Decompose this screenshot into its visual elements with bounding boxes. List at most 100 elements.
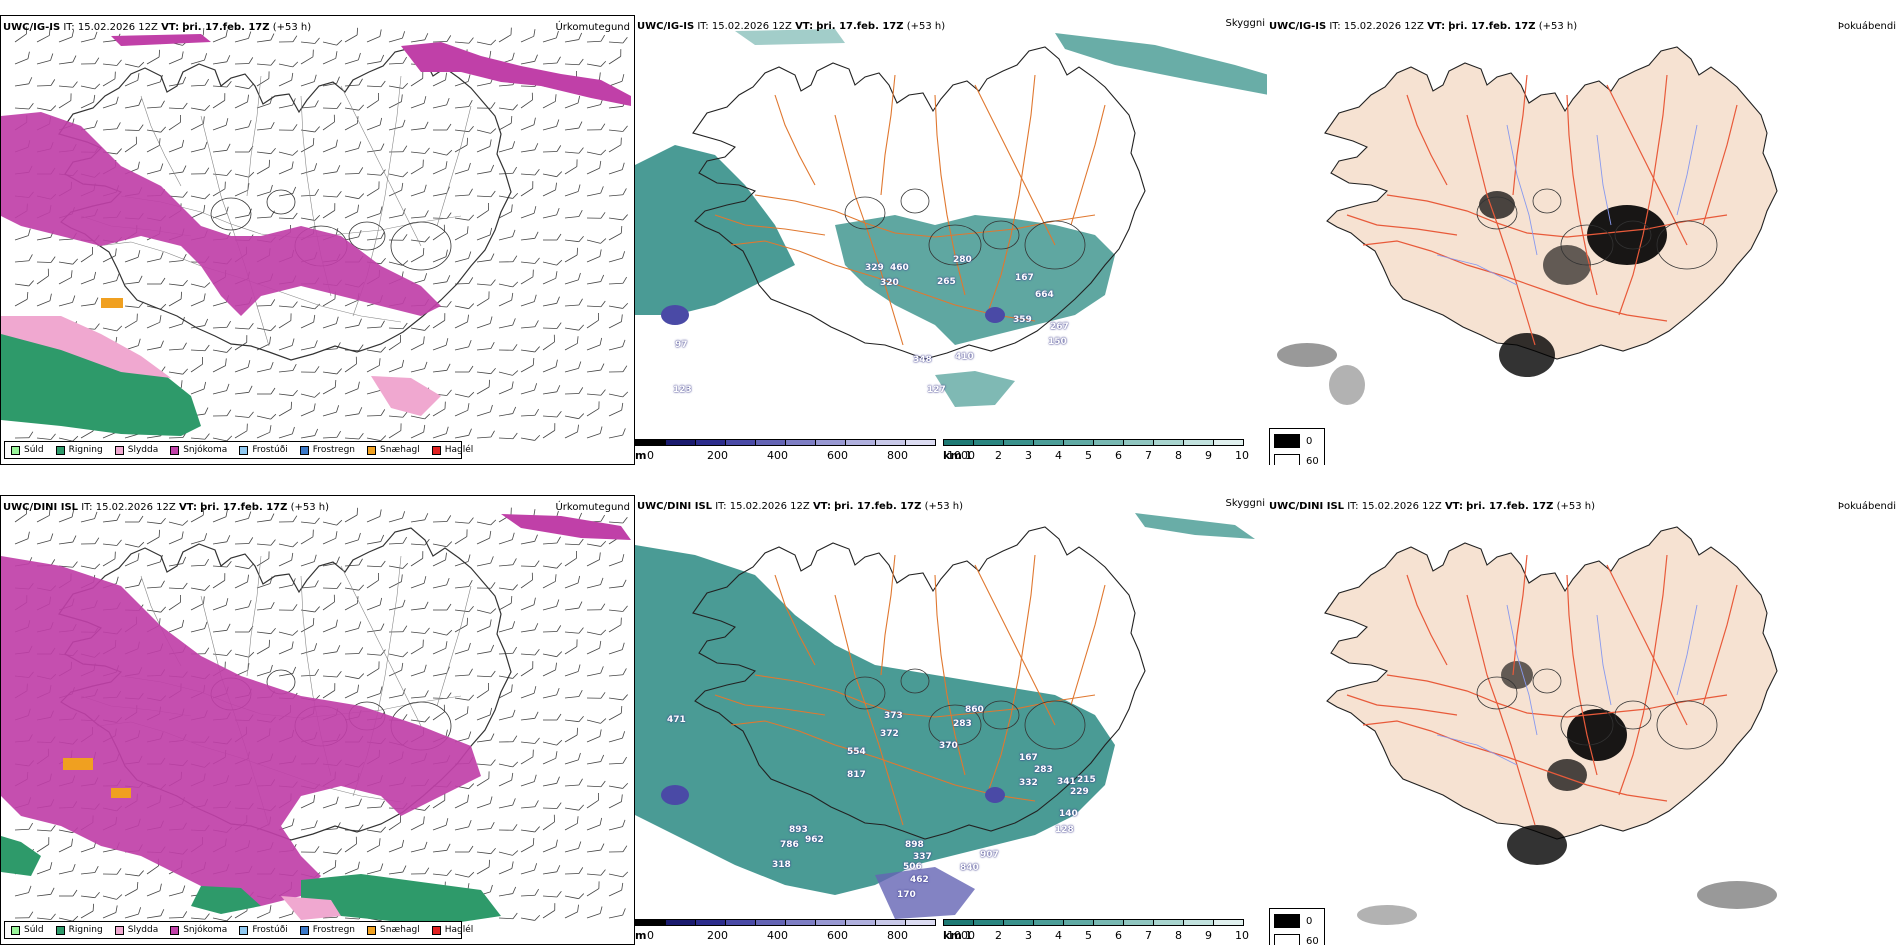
scale-tick-label: 5	[1085, 929, 1092, 942]
wind-barb	[410, 413, 431, 420]
wind-barb	[80, 865, 99, 875]
low-ceiling-area	[985, 787, 1005, 803]
scale-segment	[695, 439, 726, 446]
wind-barb	[234, 385, 253, 395]
wind-barb	[476, 619, 492, 633]
wind-barb	[212, 573, 226, 589]
wind-barb	[256, 627, 276, 635]
wind-barb	[256, 425, 272, 439]
wind-barb	[322, 796, 339, 809]
ceiling-value-label: 280	[953, 255, 972, 265]
wind-barb	[586, 389, 606, 396]
wind-barb	[234, 171, 255, 178]
wind-barb	[256, 299, 276, 307]
wind-barb	[168, 114, 182, 131]
panel-right-title: Þokuábendi	[1837, 21, 1896, 32]
wind-barb	[410, 424, 426, 439]
wind-barb	[344, 558, 363, 567]
ceiling-value-label: 150	[1048, 337, 1067, 347]
wind-barb	[300, 74, 317, 87]
wind-barb	[168, 165, 187, 175]
glacier-outline	[1532, 188, 1562, 214]
wind-barb	[190, 381, 207, 395]
wind-barb	[256, 539, 276, 546]
wind-barb	[14, 280, 34, 287]
wind-barb	[344, 318, 362, 329]
wind-barb	[410, 33, 429, 43]
wind-barb	[498, 255, 518, 263]
panel-title: UWC/DINI ISL IT: 15.02.2026 12Z VT: þri.…	[1269, 501, 1595, 512]
road-line	[974, 84, 1056, 246]
scale-tick-label: 10	[1235, 929, 1249, 942]
scale-tick-label: 8	[1175, 449, 1182, 462]
wind-barb	[300, 428, 319, 439]
wind-barb	[586, 817, 603, 831]
wind-barb	[212, 509, 228, 523]
scale-segment	[1213, 919, 1244, 926]
wind-barb	[454, 162, 471, 175]
fog-swatch	[1274, 934, 1300, 945]
wind-barb	[542, 94, 557, 109]
fog-swatch	[1274, 454, 1300, 465]
wind-barb	[542, 145, 562, 153]
ceiling-value-label: 840	[960, 863, 979, 873]
scale-segment	[1003, 919, 1034, 926]
wind-barb	[366, 686, 383, 699]
legend-item: Súld	[11, 445, 44, 455]
wind-barb	[14, 506, 27, 523]
wind-barb	[520, 294, 537, 307]
road-line	[1346, 694, 1458, 716]
wind-barb	[58, 270, 73, 285]
panel-title: UWC/IG-IS IT: 15.02.2026 12Z VT: þri. 17…	[1269, 21, 1577, 32]
glacier-outline	[1476, 676, 1518, 710]
panel-ig-ceiling: UWC/IG-IS IT: 15.02.2026 12Z VT: þri. 17…	[635, 15, 1269, 465]
wind-barb	[344, 116, 359, 131]
road-line	[140, 95, 182, 187]
wind-barb	[454, 819, 472, 831]
wind-barb	[410, 361, 428, 373]
road-line	[730, 720, 1036, 802]
wind-barb	[476, 404, 493, 417]
wind-barb	[586, 869, 606, 876]
wind-barb	[454, 226, 469, 241]
wind-barb	[146, 517, 166, 525]
wind-barb	[58, 29, 75, 43]
wind-barb	[300, 163, 318, 175]
wind-barb	[388, 359, 405, 373]
wind-barb	[80, 297, 99, 307]
wind-barb	[476, 164, 495, 175]
ceiling-value-label: 337	[913, 852, 932, 862]
scale-tick-label: 600	[827, 929, 848, 942]
wind-barb	[498, 646, 518, 655]
wind-barb	[190, 193, 211, 200]
wind-barb	[586, 186, 604, 197]
legend-swatch	[55, 925, 65, 935]
wind-barb	[102, 905, 118, 919]
ceiling-value-label: 359	[1013, 315, 1032, 325]
vt-value: þri. 17.feb. 17Z	[200, 502, 288, 513]
wind-barb	[520, 231, 539, 241]
legend-label: Frostúði	[252, 445, 288, 455]
it-value: 15.02.2026 12Z	[77, 22, 158, 33]
wind-barb	[564, 639, 578, 655]
legend-label: Rigning	[68, 925, 103, 935]
wind-barb	[366, 800, 385, 809]
wind-barb	[476, 279, 496, 286]
scale-tick-label: 0	[647, 929, 654, 942]
vt-label: VT:	[1444, 501, 1463, 512]
ceiling-value-label: 462	[910, 875, 929, 885]
wind-barb	[586, 906, 603, 919]
wind-barb	[102, 59, 122, 66]
fog-legend-item: 0	[1274, 914, 1312, 928]
wind-barb	[542, 322, 562, 329]
wind-barb	[278, 313, 292, 329]
wind-barb	[146, 529, 160, 545]
wind-barb	[586, 401, 600, 417]
wind-barb	[388, 536, 408, 545]
wind-barb	[344, 647, 364, 655]
wind-barb	[388, 208, 406, 219]
scale-tick-label: 2	[995, 449, 1002, 462]
wind-barb	[586, 34, 606, 43]
wind-barb	[300, 606, 320, 613]
wind-barb	[212, 181, 226, 197]
